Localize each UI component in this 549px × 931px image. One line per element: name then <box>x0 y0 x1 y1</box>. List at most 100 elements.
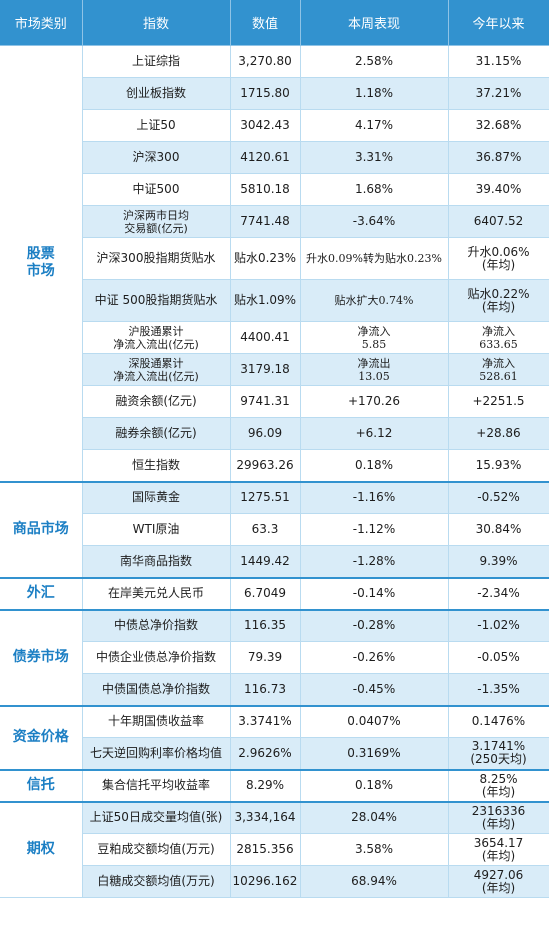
ytd-cell: 36.87% <box>447 141 549 174</box>
week-cell: 4.17% <box>299 109 449 142</box>
week-cell: +170.26 <box>299 385 449 418</box>
name-cell: 白糖成交额均值(万元) <box>81 865 231 898</box>
week-cell: -0.45% <box>299 673 449 706</box>
value-cell: 116.35 <box>229 608 301 642</box>
week-cell: 3.31% <box>299 141 449 174</box>
ytd-cell: 3.1741% (250天均) <box>447 737 549 770</box>
week-cell: 68.94% <box>299 865 449 898</box>
name-cell: 沪深300股指期货贴水 <box>81 237 231 280</box>
name-cell: 七天逆回购利率价格均值 <box>81 737 231 770</box>
name-cell: 恒生指数 <box>81 449 231 482</box>
value-cell: 6.7049 <box>229 576 301 610</box>
ytd-cell: +2251.5 <box>447 385 549 418</box>
week-cell: -0.14% <box>299 576 449 610</box>
value-cell: 贴水1.09% <box>229 279 301 322</box>
value-cell: 116.73 <box>229 673 301 706</box>
ytd-cell: 6407.52 <box>447 205 549 238</box>
category-cell: 资金价格 <box>0 704 83 770</box>
value-cell: 1715.80 <box>229 77 301 110</box>
week-cell: 净流出 13.05 <box>299 353 449 386</box>
name-cell: 在岸美元兑人民币 <box>81 576 231 610</box>
name-cell: 中债国债总净价指数 <box>81 673 231 706</box>
ytd-cell: 净流入 528.61 <box>447 353 549 386</box>
value-cell: 9741.31 <box>229 385 301 418</box>
value-cell: 5810.18 <box>229 173 301 206</box>
ytd-cell: 32.68% <box>447 109 549 142</box>
name-cell: WTI原油 <box>81 513 231 546</box>
table-row: 恒生指数 29963.26 0.18% 15.93% <box>0 449 549 482</box>
ytd-cell: -0.52% <box>447 480 549 514</box>
category-cell: 外汇 <box>0 576 83 610</box>
value-cell: 3.3741% <box>229 704 301 738</box>
market-summary-table: 市场类别 指数 数值 本周表现 今年以来 股票 市场 上证综指 3,270.80 2.… <box>0 0 549 898</box>
ytd-cell: 37.21% <box>447 77 549 110</box>
header-week: 本周表现 <box>300 0 449 46</box>
ytd-cell: -1.02% <box>447 608 549 642</box>
table-row: 创业板指数 1715.80 1.18% 37.21% <box>0 77 549 110</box>
name-cell: 中债企业债总净价指数 <box>81 641 231 674</box>
value-cell: 7741.48 <box>229 205 301 238</box>
value-cell: 8.29% <box>229 768 301 802</box>
table-row: 融券余额(亿元) 96.09 +6.12 +28.86 <box>0 417 549 450</box>
week-cell: 2.58% <box>299 45 449 78</box>
week-cell: -3.64% <box>299 205 449 238</box>
table-row: 七天逆回购利率价格均值 2.9626% 0.3169% 3.1741% (250天均) <box>0 737 549 770</box>
value-cell: 2.9626% <box>229 737 301 770</box>
week-cell: 0.18% <box>299 768 449 802</box>
week-cell: 贴水扩大0.74% <box>299 279 449 322</box>
ytd-cell: 2316336 (年均) <box>447 800 549 834</box>
value-cell: 3179.18 <box>229 353 301 386</box>
value-cell: 29963.26 <box>229 449 301 482</box>
value-cell: 2815.356 <box>229 833 301 866</box>
name-cell: 国际黄金 <box>81 480 231 514</box>
week-cell: 0.3169% <box>299 737 449 770</box>
name-cell: 中债总净价指数 <box>81 608 231 642</box>
ytd-cell: 4927.06 (年均) <box>447 865 549 898</box>
category-cell: 商品市场 <box>0 480 83 578</box>
name-cell: 中证 500股指期货贴水 <box>81 279 231 322</box>
table-row: 中证 500股指期货贴水 贴水1.09% 贴水扩大0.74% 贴水0.22% (年均) <box>0 279 549 322</box>
category-cell: 信托 <box>0 768 83 802</box>
table-row: 中债国债总净价指数 116.73 -0.45% -1.35% <box>0 673 549 706</box>
ytd-cell: 9.39% <box>447 545 549 578</box>
table-row: 资金价格 十年期国债收益率 3.3741% 0.0407% 0.1476% <box>0 704 549 770</box>
table-row: 南华商品指数 1449.42 -1.28% 9.39% <box>0 545 549 578</box>
ytd-cell: 31.15% <box>447 45 549 78</box>
name-cell: 十年期国债收益率 <box>81 704 231 738</box>
ytd-cell: 39.40% <box>447 173 549 206</box>
table-row: 中债企业债总净价指数 79.39 -0.26% -0.05% <box>0 641 549 674</box>
table-row: 债券市场 中债总净价指数 116.35 -0.28% -1.02% <box>0 608 549 706</box>
category-cell: 期权 <box>0 800 83 898</box>
table-row: 上证50 3042.43 4.17% 32.68% <box>0 109 549 142</box>
name-cell: 沪股通累计 净流入流出(亿元) <box>81 321 231 354</box>
table-row: 外汇 在岸美元兑人民币 6.7049 -0.14% -2.34% <box>0 576 549 610</box>
name-cell: 中证500 <box>81 173 231 206</box>
table-row: 中证500 5810.18 1.68% 39.40% <box>0 173 549 206</box>
table-row: 沪深300股指期货贴水 贴水0.23% 升水0.09%转为贴水0.23% 升水0.06… <box>0 237 549 280</box>
week-cell: -1.28% <box>299 545 449 578</box>
table-row: 融资余额(亿元) 9741.31 +170.26 +2251.5 <box>0 385 549 418</box>
value-cell: 1275.51 <box>229 480 301 514</box>
table-row: 豆粕成交额均值(万元) 2815.356 3.58% 3654.17 (年均) <box>0 833 549 866</box>
week-cell: 0.0407% <box>299 704 449 738</box>
table-row: 沪深300 4120.61 3.31% 36.87% <box>0 141 549 174</box>
week-cell: -0.28% <box>299 608 449 642</box>
value-cell: 贴水0.23% <box>229 237 301 280</box>
week-cell: 3.58% <box>299 833 449 866</box>
ytd-cell: 0.1476% <box>447 704 549 738</box>
name-cell: 深股通累计 净流入流出(亿元) <box>81 353 231 386</box>
header-value: 数值 <box>230 0 301 46</box>
value-cell: 4120.61 <box>229 141 301 174</box>
value-cell: 96.09 <box>229 417 301 450</box>
name-cell: 沪深两市日均 交易额(亿元) <box>81 205 231 238</box>
name-cell: 上证综指 <box>81 45 231 78</box>
table-row: 期权 上证50日成交量均值(张) 3,334,164 28.04% 2316336 (年… <box>0 800 549 898</box>
value-cell: 63.3 <box>229 513 301 546</box>
header-index: 指数 <box>82 0 231 46</box>
ytd-cell: -2.34% <box>447 576 549 610</box>
table-row: WTI原油 63.3 -1.12% 30.84% <box>0 513 549 546</box>
name-cell: 集合信托平均收益率 <box>81 768 231 802</box>
name-cell: 沪深300 <box>81 141 231 174</box>
table-header-row: 市场类别 指数 数值 本周表现 今年以来 <box>0 0 549 46</box>
value-cell: 1449.42 <box>229 545 301 578</box>
